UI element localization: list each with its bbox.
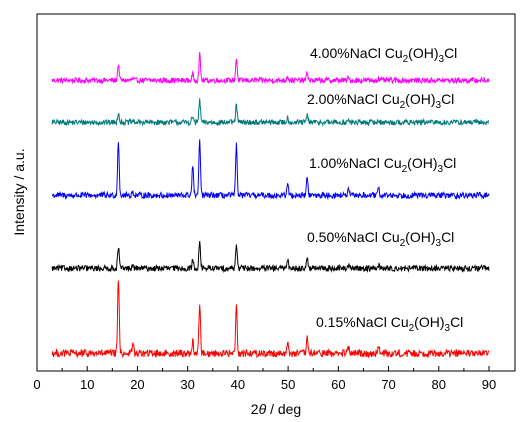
x-axis-label: 2θ / deg bbox=[251, 401, 301, 417]
series-line-2 bbox=[51, 139, 490, 201]
series-label-4: 0.15%NaCl Cu2(OH)3Cl bbox=[316, 314, 463, 334]
series-label-3: 0.50%NaCl Cu2(OH)3Cl bbox=[307, 229, 454, 249]
x-tick-label: 20 bbox=[130, 377, 144, 392]
series-line-1 bbox=[51, 98, 490, 127]
series-line-3 bbox=[51, 240, 490, 274]
y-axis-label: Intensity / a.u. bbox=[11, 148, 27, 235]
x-axis-label-theta: θ bbox=[259, 401, 267, 417]
x-tick-label: 40 bbox=[231, 377, 245, 392]
x-tick-label: 80 bbox=[432, 377, 446, 392]
series-line-4 bbox=[51, 280, 490, 359]
x-tick-label: 10 bbox=[80, 377, 94, 392]
series-label-2: 1.00%NaCl Cu2(OH)3Cl bbox=[309, 155, 456, 175]
series-layer bbox=[51, 51, 490, 359]
x-tick-label: 70 bbox=[381, 377, 395, 392]
x-axis-label-unit: / deg bbox=[266, 401, 301, 417]
x-tick-label: 60 bbox=[331, 377, 345, 392]
labels-layer: 4.00%NaCl Cu2(OH)3Cl 2.00%NaCl Cu2(OH)3Cl… bbox=[307, 45, 463, 334]
x-tick-label: 30 bbox=[180, 377, 194, 392]
x-tick-label: 0 bbox=[33, 377, 40, 392]
x-axis-label-2: 2 bbox=[251, 401, 259, 417]
plot-frame bbox=[36, 13, 516, 372]
x-tick-label: 50 bbox=[281, 377, 295, 392]
series-label-0: 4.00%NaCl Cu2(OH)3Cl bbox=[310, 45, 457, 65]
series-label-1: 2.00%NaCl Cu2(OH)3Cl bbox=[307, 91, 454, 111]
ticks-layer: 0 10 20 30 40 50 60 70 80 90 bbox=[33, 366, 496, 392]
x-tick-label: 90 bbox=[482, 377, 496, 392]
series-line-0 bbox=[51, 51, 490, 85]
